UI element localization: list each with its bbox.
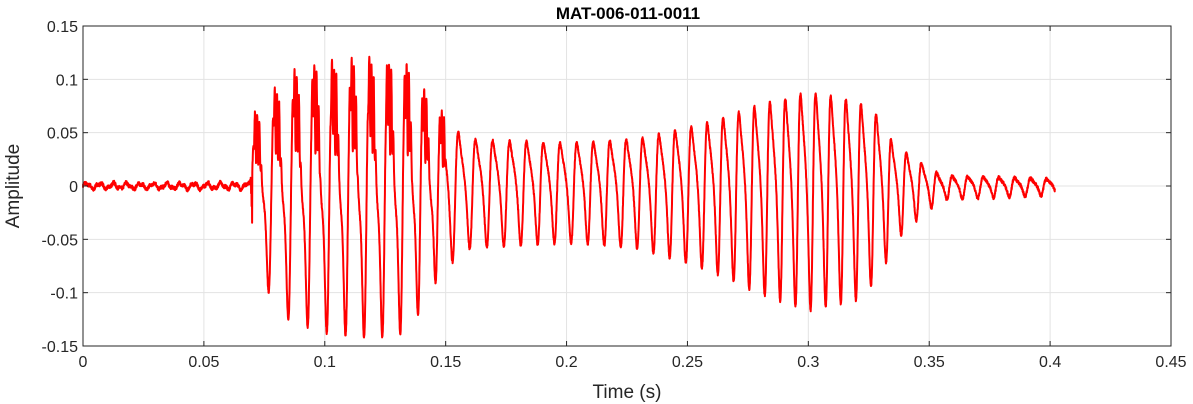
y-tick-label: -0.05 xyxy=(42,232,79,249)
y-tick-label: 0.1 xyxy=(56,72,78,89)
x-tick-label: 0.4 xyxy=(1039,354,1061,371)
y-tick-label: 0 xyxy=(69,179,78,196)
x-tick-label: 0.3 xyxy=(797,354,819,371)
y-tick-label: -0.1 xyxy=(50,286,78,303)
y-tick-label: -0.15 xyxy=(42,339,79,356)
x-tick-label: 0.45 xyxy=(1155,354,1186,371)
x-tick-label: 0.35 xyxy=(914,354,945,371)
y-tick-label: 0.15 xyxy=(47,19,78,36)
x-tick-label: 0.25 xyxy=(672,354,703,371)
x-axis: 0 0.05 0.1 0.15 0.2 0.25 0.3 0.35 0.4 0.45 xyxy=(79,26,1187,371)
y-axis-label: Amplitude xyxy=(3,144,24,229)
chart-title: MAT-006-011-0011 xyxy=(556,4,700,23)
waveform-line-series-0 xyxy=(82,55,1056,339)
y-axis: -0.15 -0.1 -0.05 0 0.05 0.1 0.15 xyxy=(42,19,1171,356)
x-tick-label: 0.05 xyxy=(188,354,219,371)
x-tick-label: 0.2 xyxy=(555,354,577,371)
x-axis-label: Time (s) xyxy=(593,382,662,403)
x-tick-label: 0.15 xyxy=(430,354,461,371)
y-tick-label: 0.05 xyxy=(47,126,78,143)
x-tick-label: 0 xyxy=(79,354,88,371)
series-layer xyxy=(82,55,1056,339)
x-tick-label: 0.1 xyxy=(314,354,336,371)
